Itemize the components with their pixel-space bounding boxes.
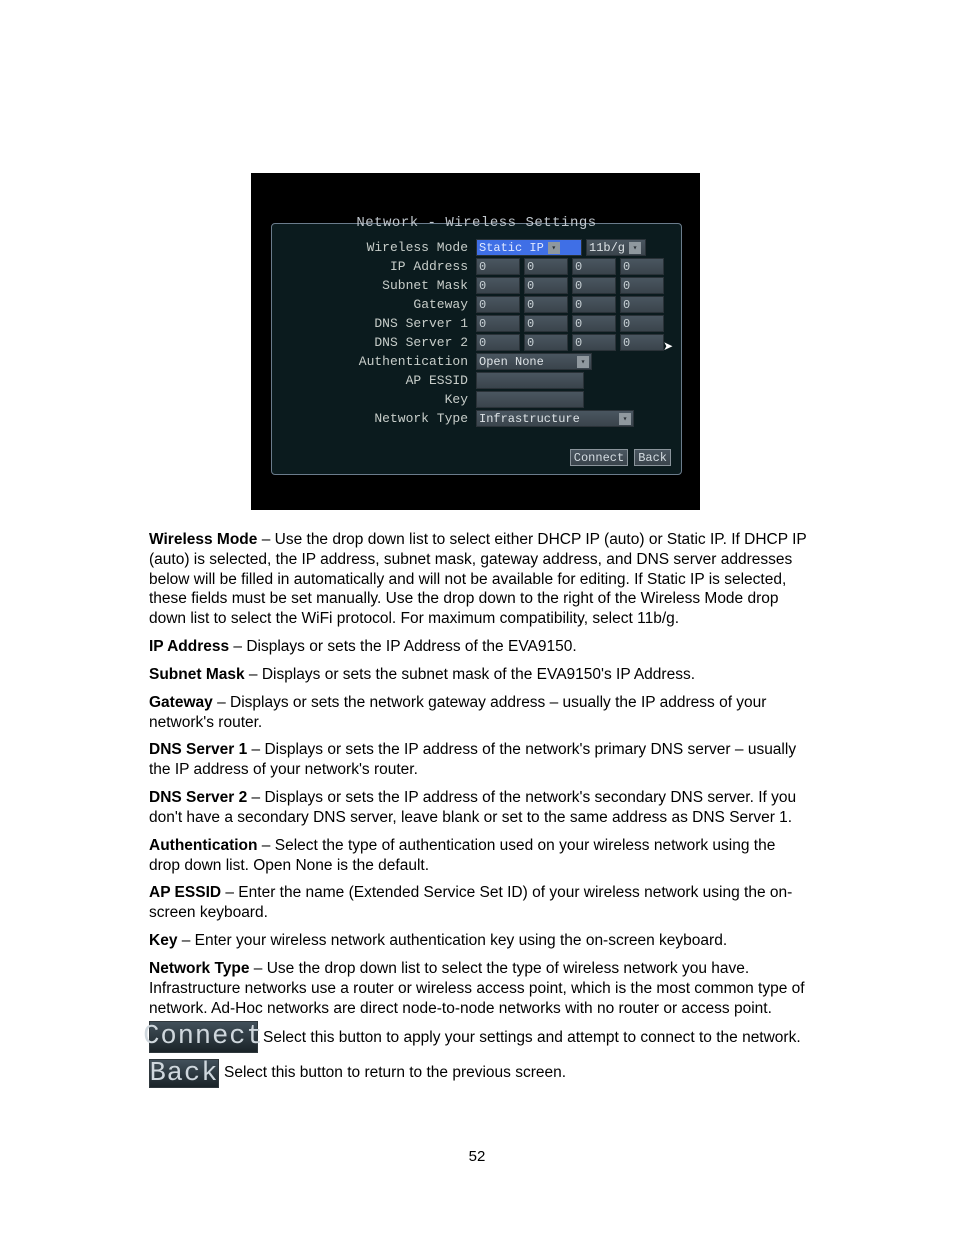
connect-image-button: Connect [149,1021,258,1053]
settings-row: Gateway0000 [280,295,677,314]
settings-row: Wireless Mode Static IP▾11b/g▾ [280,238,677,257]
settings-row-label: IP Address [280,259,472,274]
settings-row: IP Address0000 [280,257,677,276]
ip-octet-input[interactable]: 0 [524,296,568,313]
ip-octet-input[interactable]: 0 [572,258,616,275]
chevron-down-icon: ▾ [577,356,589,368]
ip-octet-input[interactable]: 0 [620,258,664,275]
page: Network - Wireless Settings Wireless Mod… [0,0,954,1235]
text-input[interactable] [476,391,584,408]
settings-row-label: Wireless Mode [280,240,472,255]
ip-octet-input[interactable]: 0 [476,334,520,351]
panel-title: Network - Wireless Settings [272,215,681,231]
settings-row-label: Authentication [280,354,472,369]
settings-row-label: Gateway [280,297,472,312]
screenshot-frame: Network - Wireless Settings Wireless Mod… [251,173,700,510]
settings-row-label: Subnet Mask [280,278,472,293]
ip-address-body: – Displays or sets the IP Address of the… [229,638,577,655]
settings-panel: Network - Wireless Settings Wireless Mod… [271,223,682,475]
chevron-down-icon: ▾ [548,242,560,254]
ip-octet-input[interactable]: 0 [524,315,568,332]
settings-row: Key [280,390,677,409]
back-image-desc: Select this button to return to the prev… [224,1064,804,1082]
wifi-protocol-select[interactable]: 11b/g▾ [586,239,646,256]
ip-address-label: IP Address [149,638,229,655]
settings-row-label: Network Type [280,411,472,426]
cursor-icon: ➤ [663,339,673,353]
back-button[interactable]: Back [634,449,671,466]
ip-octet-input[interactable]: 0 [572,315,616,332]
text-input[interactable] [476,372,584,389]
wireless-mode-select[interactable]: Static IP▾ [476,239,582,256]
wireless-mode-label: Wireless Mode [149,531,257,548]
ap-essid-body: – Enter the name (Extended Service Set I… [149,884,792,921]
authentication-label: Authentication [149,837,258,854]
ip-octet-input[interactable]: 0 [620,296,664,313]
network-type-label: Network Type [149,960,250,977]
settings-row-label: DNS Server 1 [280,316,472,331]
chevron-down-icon: ▾ [629,242,641,254]
ip-octet-input[interactable]: 0 [524,334,568,351]
ip-octet-input[interactable]: 0 [620,277,664,294]
body-text: Wireless Mode – Use the drop down list t… [149,530,807,1026]
ip-octet-input[interactable]: 0 [524,277,568,294]
settings-row: DNS Server 20000 [280,333,677,352]
subnet-mask-body: – Displays or sets the subnet mask of th… [245,666,695,683]
subnet-mask-label: Subnet Mask [149,666,245,683]
gateway-label: Gateway [149,694,213,711]
settings-row-label: Key [280,392,472,407]
ip-octet-input[interactable]: 0 [476,277,520,294]
chevron-down-icon: ▾ [619,413,631,425]
ip-octet-input[interactable]: 0 [476,296,520,313]
dns1-label: DNS Server 1 [149,741,247,758]
dns1-body: – Displays or sets the IP address of the… [149,741,796,778]
ip-octet-input[interactable]: 0 [476,258,520,275]
settings-row: Authentication Open None▾ [280,352,677,371]
settings-row: DNS Server 10000 [280,314,677,333]
key-label: Key [149,932,177,949]
ap-essid-label: AP ESSID [149,884,221,901]
ip-octet-input[interactable]: 0 [572,277,616,294]
dns2-label: DNS Server 2 [149,789,247,806]
ip-octet-input[interactable]: 0 [620,334,664,351]
settings-row: Subnet Mask0000 [280,276,677,295]
back-image-button: Back [149,1059,219,1088]
ip-octet-input[interactable]: 0 [572,296,616,313]
dropdown-select[interactable]: Infrastructure▾ [476,410,634,427]
settings-row: Network Type Infrastructure▾ [280,409,677,428]
settings-row-label: AP ESSID [280,373,472,388]
ip-octet-input[interactable]: 0 [572,334,616,351]
dns2-body: – Displays or sets the IP address of the… [149,789,796,826]
connect-image-desc: Select this button to apply your setting… [263,1029,808,1047]
connect-button[interactable]: Connect [570,449,628,466]
ip-octet-input[interactable]: 0 [524,258,568,275]
page-number: 52 [0,1148,954,1165]
gateway-body: – Displays or sets the network gateway a… [149,694,766,731]
ip-octet-input[interactable]: 0 [476,315,520,332]
settings-row-label: DNS Server 2 [280,335,472,350]
panel-button-row: Connect Back [570,449,671,466]
key-body: – Enter your wireless network authentica… [177,932,727,949]
settings-row: AP ESSID [280,371,677,390]
ip-octet-input[interactable]: 0 [620,315,664,332]
dropdown-select[interactable]: Open None▾ [476,353,592,370]
